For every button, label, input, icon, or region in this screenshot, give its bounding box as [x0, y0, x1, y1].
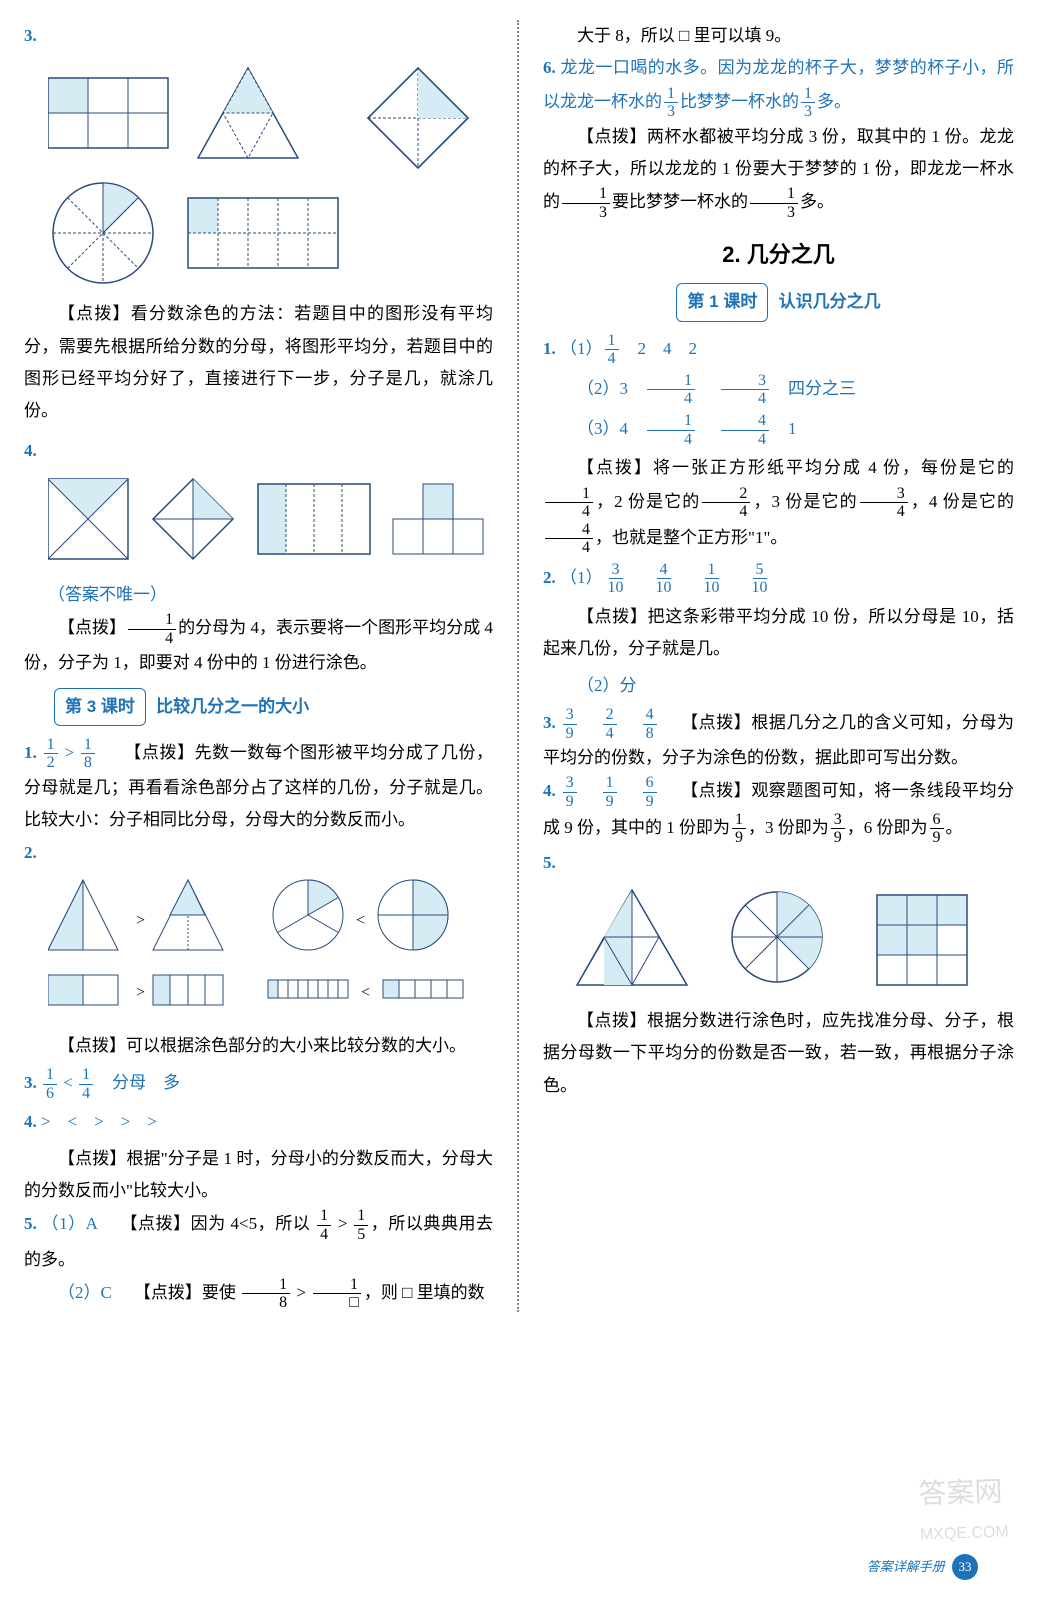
l3q4-dianbo: 【点拨】根据"分子是 1 时，分母小的分数反而大，分母大的分数反而小"比较大小。 — [24, 1143, 493, 1208]
q3-label: 3. — [24, 26, 37, 45]
lesson-badge: 第 3 课时 — [54, 688, 146, 726]
q4-diagrams — [48, 474, 493, 569]
right-column: 大于 8，所以 □ 里可以填 9。 6. 龙龙一口喝的水多。因为龙龙的杯子大，梦… — [519, 20, 1038, 1312]
l3q2-label: 2. — [24, 843, 37, 862]
r-q2-p2: （2）分 — [543, 670, 1014, 702]
r-q1-p2: （2）3 1434 四分之三 — [543, 372, 1014, 408]
r-q1-p3: （3）4 1444 1 — [543, 412, 1014, 448]
r-q2-dianbo: 【点拨】把这条彩带平均分成 10 份，所以分母是 10，括起来几份，分子就是几。 — [543, 601, 1014, 666]
r-q6-dianbo: 【点拨】两杯水都被平均分成 3 份，取其中的 1 份。龙龙的杯子大，所以龙龙的 … — [543, 121, 1014, 222]
r-q5-diagrams — [567, 885, 1014, 995]
q4-label: 4. — [24, 441, 37, 460]
q3-dianbo: 【点拨】看分数涂色的方法：若题目中的图形没有平均分，需要先根据所给分数的分母，将… — [24, 298, 493, 427]
l3q4-ans: 4. > < > > > — [24, 1106, 493, 1138]
q4-note: （答案不唯一） — [48, 579, 493, 611]
big-title: 2. 几分之几 — [543, 234, 1014, 276]
page-number: 答案详解手册 33 — [867, 1554, 978, 1580]
lesson-title: 比较几分之一的大小 — [156, 697, 309, 716]
lesson1-header: 第 1 课时 认识几分之几 — [543, 283, 1014, 321]
svg-text:>: > — [136, 984, 145, 1001]
l3q3: 3. 16 < 14 分母 多 — [24, 1066, 493, 1102]
r-q4: 4. 391969【点拨】观察题图可知，将一条线段平均分成 9 份，其中的 1 … — [543, 774, 1014, 846]
l3q5-p1: 5. （1）A【点拨】因为 4<5，所以 14 > 15，所以典典用去的多。 — [24, 1207, 493, 1275]
r-q6: 6. 龙龙一口喝的水多。因为龙龙的杯子大，梦梦的杯子小，所以龙龙一杯水的13比梦… — [543, 52, 1014, 120]
l3q2-dianbo: 【点拨】可以根据涂色部分的大小来比较分数的大小。 — [24, 1030, 493, 1062]
l3q2-diagrams: > < — [48, 875, 493, 1020]
q4-dianbo: 【点拨】14的分母为 4，表示要将一个图形平均分成 4 份，分子为 1，即要对 … — [24, 611, 493, 679]
svg-text:>: > — [136, 912, 145, 929]
continuation: 大于 8，所以 □ 里可以填 9。 — [543, 20, 1014, 52]
svg-text:<: < — [361, 984, 370, 1001]
r-q5-label: 5. — [543, 853, 556, 872]
q3-diagrams — [48, 58, 493, 288]
r-q5-dianbo: 【点拨】根据分数进行涂色时，应先找准分母、分子，根据分母数一下平均分的份数是否一… — [543, 1005, 1014, 1102]
left-column: 3. — [0, 20, 519, 1312]
l3q5-p2: （2）C【点拨】要使 18 > 1□，则 □ 里填的数 — [24, 1276, 493, 1312]
r-q2-p1: 2. （1）310410110510 — [543, 561, 1014, 597]
dianbo-label: 【点拨】 — [58, 304, 131, 323]
r-q3: 3. 392448【点拨】根据几分之几的含义可知，分母为平均分的份数，分子为涂色… — [543, 706, 1014, 774]
r-q1-p1: 1. （1）14 2 4 2 — [543, 332, 1014, 368]
lesson3-header: 第 3 课时 比较几分之一的大小 — [54, 688, 493, 726]
r-q1-dianbo: 【点拨】将一张正方形纸平均分成 4 份，每份是它的14，2 份是它的24，3 份… — [543, 452, 1014, 557]
svg-text:<: < — [356, 912, 365, 929]
watermark: 答案网 MXQE.COM — [918, 1465, 1010, 1552]
l3q1: 1. 12 > 18 【点拨】先数一数每个图形被平均分成了几份，分母就是几；再看… — [24, 736, 493, 837]
